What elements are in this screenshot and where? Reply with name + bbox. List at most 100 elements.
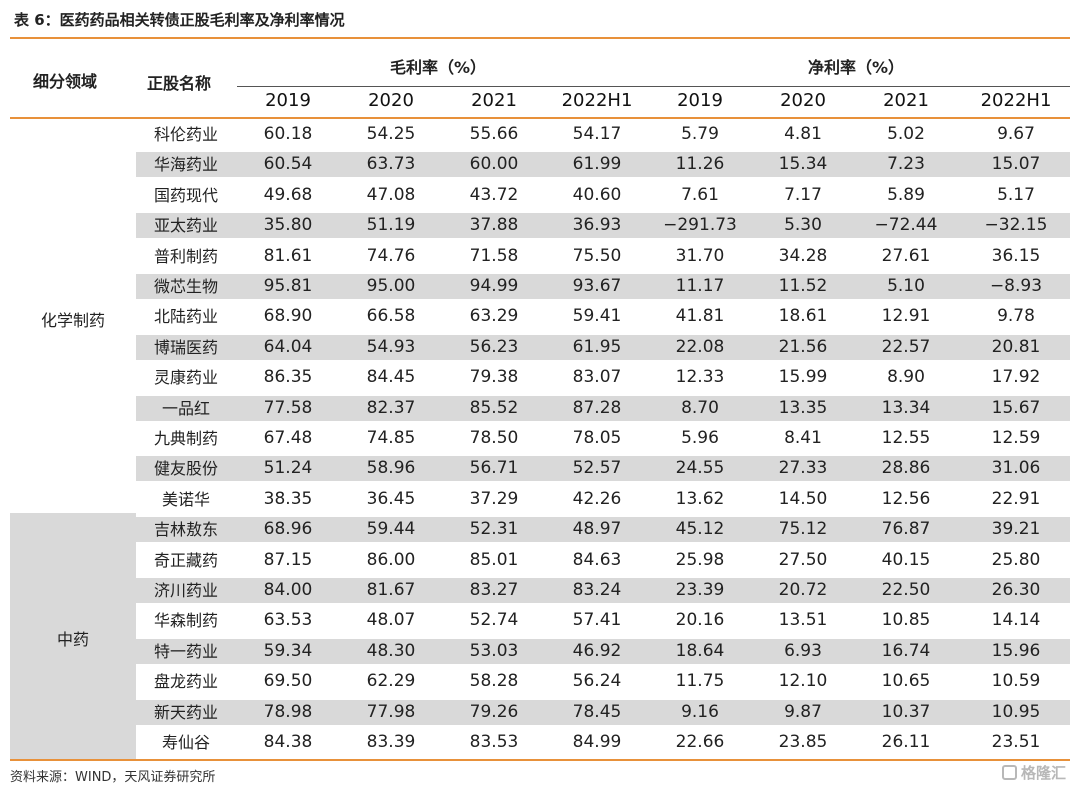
gross-margin-cell: 81.61 (263, 245, 313, 266)
net-margin-cell: 21.56 (778, 336, 828, 357)
net-margin-cell: 12.33 (675, 367, 725, 388)
net-margin-cell: 10.59 (991, 671, 1041, 692)
net-margin-cell: 5.30 (784, 215, 822, 236)
gross-margin-cell: 83.39 (366, 732, 416, 752)
table-row: 科伦药业 60.18 54.25 55.66 54.17 5.79 4.81 5.02 9.67 (0, 119, 1080, 149)
table-row: 盘龙药业 69.50 62.29 58.28 56.24 11.75 12.10 10.65 1… (0, 666, 1080, 696)
gross-margin-cell: 84.38 (263, 732, 313, 752)
table-row: 九典制药 67.48 74.85 78.50 78.05 5.96 8.41 12.55 12.… (0, 423, 1080, 453)
table-row: 吉林敖东 68.96 59.44 52.31 48.97 45.12 75.12 76.87 3… (0, 514, 1080, 544)
gross-margin-cell: 58.96 (366, 458, 416, 479)
net-margin-cell: 13.62 (675, 488, 725, 509)
gross-margin-cell: 52.57 (572, 458, 622, 479)
gross-margin-cell: 78.50 (469, 428, 519, 448)
gross-margin-cell: 55.66 (469, 124, 519, 144)
header-gross-margin: 毛利率（%） (390, 58, 487, 77)
header-rule (10, 117, 1070, 119)
net-margin-cell: 5.02 (887, 124, 925, 144)
year-header: 2020 (780, 90, 826, 111)
gross-margin-cell: 87.28 (572, 397, 622, 418)
gross-margin-cell: 68.90 (263, 306, 313, 327)
gross-margin-cell: 61.95 (572, 336, 622, 357)
gross-margin-cell: 59.34 (263, 640, 313, 661)
net-margin-cell: 9.87 (784, 701, 822, 722)
gross-margin-cell: 36.45 (366, 488, 416, 509)
net-margin-cell: −8.93 (989, 276, 1043, 296)
table-row: 美诺华 38.35 36.45 37.29 42.26 13.62 14.50 12.56 22… (0, 484, 1080, 514)
stock-name-cell: 吉林敖东 (153, 520, 218, 540)
gross-margin-cell: 85.52 (469, 397, 519, 418)
table-row: 普利制药 81.61 74.76 71.58 75.50 31.70 34.28 27.61 3… (0, 241, 1080, 271)
net-margin-cell: 5.17 (997, 184, 1035, 205)
gross-margin-cell: 60.54 (263, 154, 313, 175)
net-margin-cell: 20.72 (778, 580, 828, 600)
bottom-rule (10, 759, 1070, 761)
top-rule (10, 37, 1070, 39)
net-margin-cell: 75.12 (778, 519, 828, 540)
net-margin-cell: 22.08 (675, 336, 725, 357)
gross-margin-cell: 83.24 (572, 580, 622, 600)
table-row: 国药现代 49.68 47.08 43.72 40.60 7.61 7.17 5.89 5.17 (0, 180, 1080, 210)
year-header: 2021 (883, 90, 929, 111)
net-margin-cell: 40.15 (881, 549, 931, 570)
net-margin-cell: 5.10 (887, 276, 925, 296)
gross-margin-cell: 83.53 (469, 732, 519, 752)
stock-name-cell: 济川药业 (153, 581, 218, 600)
net-margin-cell: −291.73 (663, 215, 737, 236)
stock-name-cell: 盘龙药业 (153, 672, 218, 692)
gross-margin-cell: 79.38 (469, 367, 519, 388)
gross-margin-cell: 83.07 (572, 367, 622, 388)
row-shade (136, 152, 1070, 178)
net-margin-cell: 16.74 (881, 640, 931, 661)
gross-margin-cell: 63.53 (263, 610, 313, 631)
gross-margin-cell: 68.96 (263, 519, 313, 540)
net-margin-cell: 11.52 (778, 276, 828, 296)
net-margin-cell: 8.70 (681, 397, 719, 418)
net-margin-cell: 10.65 (881, 671, 931, 692)
gross-margin-cell: 69.50 (263, 671, 313, 692)
stock-name-cell: 普利制药 (153, 246, 218, 266)
net-margin-cell: 12.91 (881, 306, 931, 327)
net-margin-cell: 25.98 (675, 549, 725, 570)
gross-margin-cell: 59.41 (572, 306, 622, 327)
stock-name-cell: 新天药业 (153, 702, 218, 722)
gross-margin-cell: 77.98 (366, 701, 416, 722)
header-net-margin: 净利率（%） (808, 58, 905, 77)
net-margin-cell: 7.17 (784, 184, 822, 205)
gross-margin-cell: 58.28 (469, 671, 519, 692)
gross-margin-cell: 79.26 (469, 701, 519, 722)
net-margin-cell: 41.81 (675, 306, 725, 327)
net-margin-cell: 36.15 (991, 245, 1041, 266)
net-margin-cell: 15.34 (778, 154, 828, 175)
gross-margin-cell: 54.93 (366, 336, 416, 357)
table-title: 表 6：医药药品相关转债正股毛利率及净利率情况 (14, 11, 345, 29)
net-margin-cell: 18.64 (675, 640, 725, 661)
gross-margin-cell: 95.81 (263, 276, 313, 296)
table-row: 一品红 77.58 82.37 85.52 87.28 8.70 13.35 13.34 15.… (0, 393, 1080, 423)
net-margin-cell: 15.96 (991, 640, 1041, 661)
net-margin-cell: 12.10 (778, 671, 828, 692)
net-margin-cell: 8.41 (784, 428, 822, 448)
group-shade-tcm (10, 513, 136, 759)
net-margin-cell: 27.50 (778, 549, 828, 570)
gross-margin-cell: 35.80 (263, 215, 313, 236)
gross-margin-cell: 82.37 (366, 397, 416, 418)
stock-name-cell: 博瑞医药 (153, 337, 218, 357)
gross-margin-cell: 78.98 (263, 701, 313, 722)
table-row: 微芯生物 95.81 95.00 94.99 93.67 11.17 11.52 5.10 −8… (0, 271, 1080, 301)
gross-margin-cell: 60.00 (469, 154, 519, 175)
net-margin-cell: 34.28 (778, 245, 828, 266)
net-margin-cell: 10.95 (991, 701, 1041, 722)
net-margin-cell: 45.12 (675, 519, 725, 540)
gross-margin-cell: 77.58 (263, 397, 313, 418)
table-row: 博瑞医药 64.04 54.93 56.23 61.95 22.08 21.56 22.57 2… (0, 332, 1080, 362)
header-sub-rule (237, 86, 1070, 87)
gross-margin-cell: 85.01 (469, 549, 519, 570)
gross-margin-cell: 84.45 (366, 367, 416, 388)
watermark-logo-icon (1001, 765, 1017, 780)
gross-margin-cell: 48.97 (572, 519, 622, 540)
net-margin-cell: 14.50 (778, 488, 828, 509)
stock-name-cell: 国药现代 (153, 185, 218, 205)
net-margin-cell: 5.79 (681, 124, 719, 144)
row-shade (136, 274, 1070, 299)
